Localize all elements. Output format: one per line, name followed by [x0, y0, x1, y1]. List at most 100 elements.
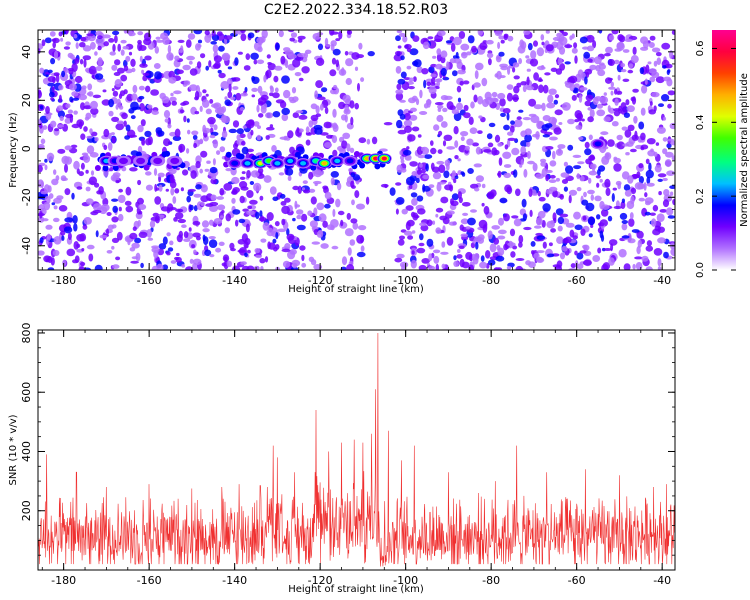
heatmap-cell: [311, 241, 320, 245]
heatmap-cell: [245, 53, 251, 60]
heatmap-cell: [158, 243, 167, 250]
x-tick-label: -120: [308, 274, 333, 287]
heatmap-cell: [155, 187, 160, 191]
heatmap-cell: [83, 217, 92, 225]
heatmap-cell: [631, 96, 637, 105]
heatmap-cell: [137, 42, 143, 52]
heatmap-cell: [285, 168, 294, 176]
heatmap-cell: [132, 226, 137, 231]
heatmap-cell: [209, 254, 215, 258]
heatmap-cell: [94, 165, 101, 171]
heatmap-cell: [457, 191, 462, 199]
heatmap-cell: [666, 143, 672, 149]
heatmap-cell: [164, 118, 169, 123]
heatmap-cell: [523, 30, 531, 35]
heatmap-cell: [631, 134, 639, 141]
heatmap-cell: [194, 91, 200, 100]
heatmap-cell: [491, 91, 498, 98]
heatmap-cell: [584, 148, 592, 156]
heatmap-cell: [315, 113, 322, 117]
heatmap-signal-peak: [346, 158, 354, 164]
heatmap-cell: [515, 265, 524, 270]
heatmap-cell: [175, 212, 184, 220]
heatmap-cell: [50, 120, 57, 128]
heatmap-cell: [434, 85, 440, 90]
heatmap-cell: [117, 43, 121, 52]
figure-title: C2E2.2022.334.18.52.R03: [264, 2, 448, 18]
heatmap-cell: [550, 228, 556, 233]
heatmap-cell: [441, 263, 446, 269]
heatmap-cell: [225, 168, 232, 172]
heatmap-cell: [192, 258, 202, 265]
heatmap-cell: [592, 40, 597, 49]
heatmap-cell: [257, 85, 263, 94]
heatmap-cell: [179, 145, 183, 154]
heatmap-cell: [548, 242, 553, 247]
heatmap-cell: [251, 75, 256, 82]
heatmap-cell: [474, 187, 480, 192]
heatmap-cell: [410, 107, 417, 113]
heatmap-cell: [59, 115, 64, 121]
heatmap-cell: [651, 91, 660, 98]
heatmap-cell: [116, 231, 123, 241]
heatmap-cell: [233, 143, 238, 149]
heatmap-cell: [617, 74, 621, 81]
heatmap-cell: [61, 235, 65, 241]
heatmap-cell: [121, 112, 128, 120]
heatmap-cell: [583, 191, 587, 198]
heatmap-cell: [624, 38, 633, 42]
heatmap-cell: [542, 241, 547, 249]
heatmap-cell: [147, 237, 154, 241]
heatmap-x-label: Height of straight line (km): [288, 284, 424, 295]
heatmap-cell: [518, 241, 523, 248]
heatmap-cell: [115, 180, 120, 184]
heatmap-cell: [39, 122, 43, 129]
heatmap-cell: [582, 215, 587, 221]
heatmap-cell: [553, 99, 558, 105]
heatmap-cell: [581, 199, 589, 206]
heatmap-cell: [557, 225, 563, 232]
heatmap-cell: [60, 230, 66, 236]
heatmap-signal-peak: [119, 157, 128, 165]
heatmap-cell: [472, 142, 479, 147]
heatmap-cell: [416, 66, 423, 74]
heatmap-cell: [324, 203, 331, 209]
heatmap-cell: [155, 127, 163, 134]
heatmap-cell: [567, 144, 574, 151]
heatmap-cell: [202, 228, 210, 233]
heatmap-cell: [137, 220, 141, 227]
x-tick-label: -60: [568, 574, 586, 587]
heatmap-cell: [301, 66, 310, 74]
heatmap-cell: [473, 253, 480, 261]
heatmap-cell: [350, 116, 354, 126]
heatmap-cell: [189, 204, 194, 211]
heatmap-cell: [111, 224, 117, 229]
heatmap-cell: [470, 101, 475, 109]
heatmap-cell: [140, 119, 146, 127]
heatmap-cell: [213, 55, 222, 63]
heatmap-cell: [242, 208, 249, 212]
heatmap-cell: [540, 161, 547, 167]
heatmap-cell: [281, 107, 291, 115]
heatmap-cell: [262, 222, 270, 231]
heatmap-cell: [173, 90, 182, 95]
heatmap-cell: [456, 254, 463, 259]
heatmap-cell: [452, 55, 458, 59]
heatmap-cell: [568, 194, 572, 204]
heatmap-cell: [253, 59, 258, 65]
heatmap-cell: [88, 176, 98, 186]
heatmap-cell: [163, 110, 171, 119]
heatmap-cell: [137, 145, 143, 153]
heatmap-cell: [480, 255, 485, 262]
heatmap-cell: [292, 262, 298, 269]
heatmap-cell: [518, 58, 522, 65]
heatmap-cell: [170, 260, 177, 264]
heatmap-cell: [616, 134, 623, 141]
heatmap-cell: [258, 217, 267, 222]
heatmap-cell: [596, 214, 601, 220]
heatmap-cell: [653, 248, 663, 256]
heatmap-cell: [338, 101, 346, 110]
heatmap-cell: [146, 104, 153, 109]
heatmap-cell: [335, 38, 341, 42]
heatmap-cell: [143, 164, 150, 171]
